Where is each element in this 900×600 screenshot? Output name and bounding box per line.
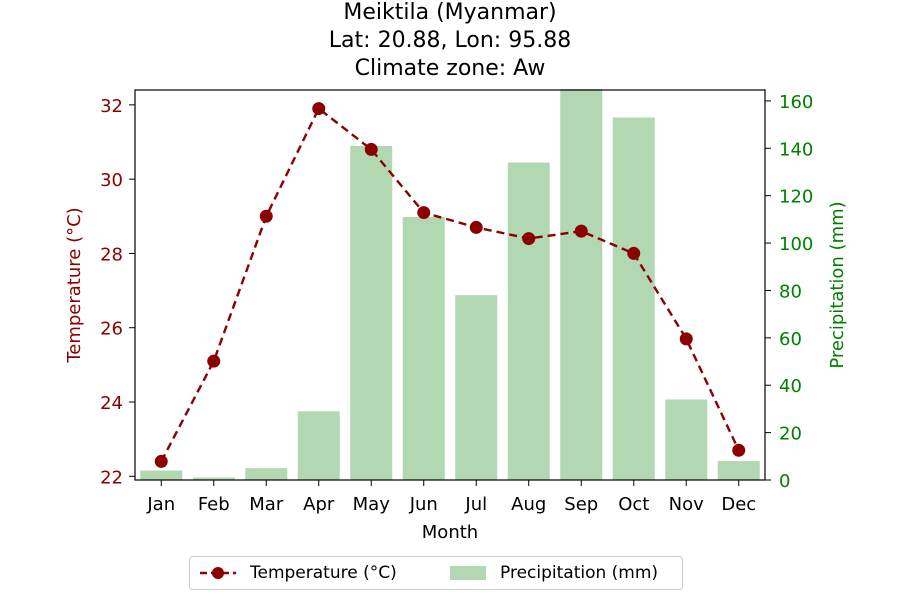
chart-title-line-3: Climate zone: Aw xyxy=(354,56,546,81)
right-tick-label-120: 120 xyxy=(779,187,813,208)
legend-bar-swatch-icon xyxy=(450,566,486,580)
temperature-point-dec xyxy=(732,443,746,457)
temperature-point-jan xyxy=(154,454,168,468)
x-tick-label-apr: Apr xyxy=(303,494,335,515)
right-tick-label-60: 60 xyxy=(779,329,802,350)
x-tick-label-feb: Feb xyxy=(198,494,230,515)
x-tick-label-oct: Oct xyxy=(618,494,649,515)
temperature-point-apr xyxy=(312,102,326,116)
right-axis-label: Precipitation (mm) xyxy=(827,201,848,368)
temperature-point-feb xyxy=(207,354,221,368)
precip-bar-aug xyxy=(507,162,550,480)
left-axis-label: Temperature (°C) xyxy=(64,207,85,363)
legend-label-precipitation: Precipitation (mm) xyxy=(500,563,659,583)
x-tick-label-jun: Jun xyxy=(409,494,438,515)
chart-title-line-2: Lat: 20.88, Lon: 95.88 xyxy=(328,28,572,53)
temperature-point-sep xyxy=(574,224,588,238)
temperature-point-oct xyxy=(627,246,641,260)
precip-bar-jan xyxy=(140,470,183,480)
right-tick-label-40: 40 xyxy=(779,376,802,397)
precip-bar-mar xyxy=(245,468,288,480)
precip-bar-jul xyxy=(455,295,498,480)
x-tick-label-nov: Nov xyxy=(669,494,704,515)
plot-frame xyxy=(134,89,766,481)
temperature-point-jun xyxy=(417,206,431,220)
left-tick-label-28: 28 xyxy=(100,244,123,265)
x-tick-label-aug: Aug xyxy=(511,494,546,515)
right-tick-label-80: 80 xyxy=(779,281,802,302)
right-tick-label-0: 0 xyxy=(779,471,790,492)
x-axis-label: Month xyxy=(422,522,478,543)
legend-item-temperature: Temperature (°C) xyxy=(198,557,397,589)
temperature-line xyxy=(160,106,740,462)
temperature-point-may xyxy=(364,142,378,156)
x-tick-label-may: May xyxy=(353,494,391,515)
precip-bar-oct xyxy=(612,117,655,481)
precip-bar-dec xyxy=(717,461,760,480)
precip-bar-may xyxy=(350,145,393,481)
legend-label-temperature: Temperature (°C) xyxy=(250,563,397,583)
legend-line-marker-icon xyxy=(200,567,236,579)
precip-bar-sep xyxy=(560,89,603,480)
temperature-point-mar xyxy=(259,209,273,223)
legend: Temperature (°C) Precipitation (mm) xyxy=(189,556,683,590)
x-tick-label-jul: Jul xyxy=(464,494,487,515)
legend-item-precipitation: Precipitation (mm) xyxy=(448,557,658,589)
precip-bar-nov xyxy=(665,399,708,480)
right-tick-label-20: 20 xyxy=(779,424,802,445)
x-tick-label-mar: Mar xyxy=(249,494,284,515)
chart-title-line-1: Meiktila (Myanmar) xyxy=(343,0,557,25)
precip-bar-feb xyxy=(192,477,235,480)
x-tick-label-jan: Jan xyxy=(146,494,175,515)
left-tick-label-26: 26 xyxy=(100,319,123,340)
precip-bar-apr xyxy=(297,411,340,480)
right-tick-label-100: 100 xyxy=(779,234,813,255)
left-tick-label-32: 32 xyxy=(100,96,123,117)
x-tick-label-dec: Dec xyxy=(721,494,756,515)
left-tick-label-30: 30 xyxy=(100,170,123,191)
temperature-point-nov xyxy=(679,332,693,346)
left-tick-label-22: 22 xyxy=(100,467,123,488)
temperature-point-jul xyxy=(469,220,483,234)
temperature-point-aug xyxy=(522,232,536,246)
right-tick-label-160: 160 xyxy=(779,92,813,113)
x-tick-label-sep: Sep xyxy=(564,494,598,515)
precip-bar-jun xyxy=(402,216,445,480)
right-tick-label-140: 140 xyxy=(779,139,813,160)
left-tick-label-24: 24 xyxy=(100,393,123,414)
